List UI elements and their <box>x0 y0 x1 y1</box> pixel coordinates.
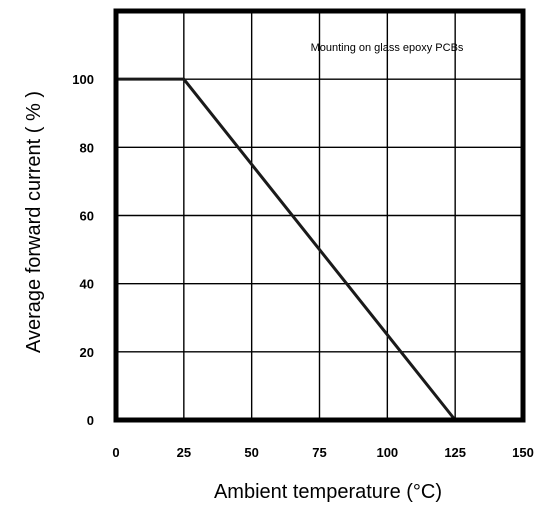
grid-lines <box>116 11 523 420</box>
x-tick-label: 100 <box>376 445 398 460</box>
y-tick-label: 100 <box>72 72 94 87</box>
x-tick-label: 50 <box>244 445 258 460</box>
x-tick-label: 25 <box>177 445 191 460</box>
y-tick-label: 0 <box>87 413 94 428</box>
x-tick-labels: 0 25 50 75 100 125 150 <box>112 445 533 460</box>
chart-annotation: Mounting on glass epoxy PCBs <box>311 42 464 54</box>
y-tick-labels: 0 20 40 60 80 100 <box>72 72 94 428</box>
y-axis-label: Average forward current ( % ) <box>23 91 45 353</box>
y-tick-label: 20 <box>80 345 94 360</box>
x-tick-label: 125 <box>444 445 466 460</box>
x-tick-label: 150 <box>512 445 534 460</box>
series-layer <box>116 77 457 421</box>
series-line-0 <box>116 77 457 421</box>
x-axis-label: Ambient temperature (°C) <box>214 481 442 503</box>
x-tick-label: 0 <box>112 445 119 460</box>
plot-frame <box>113 8 526 423</box>
y-tick-label: 40 <box>80 277 94 292</box>
y-tick-label: 80 <box>80 140 94 155</box>
y-tick-label: 60 <box>80 209 94 224</box>
x-tick-label: 75 <box>312 445 326 460</box>
